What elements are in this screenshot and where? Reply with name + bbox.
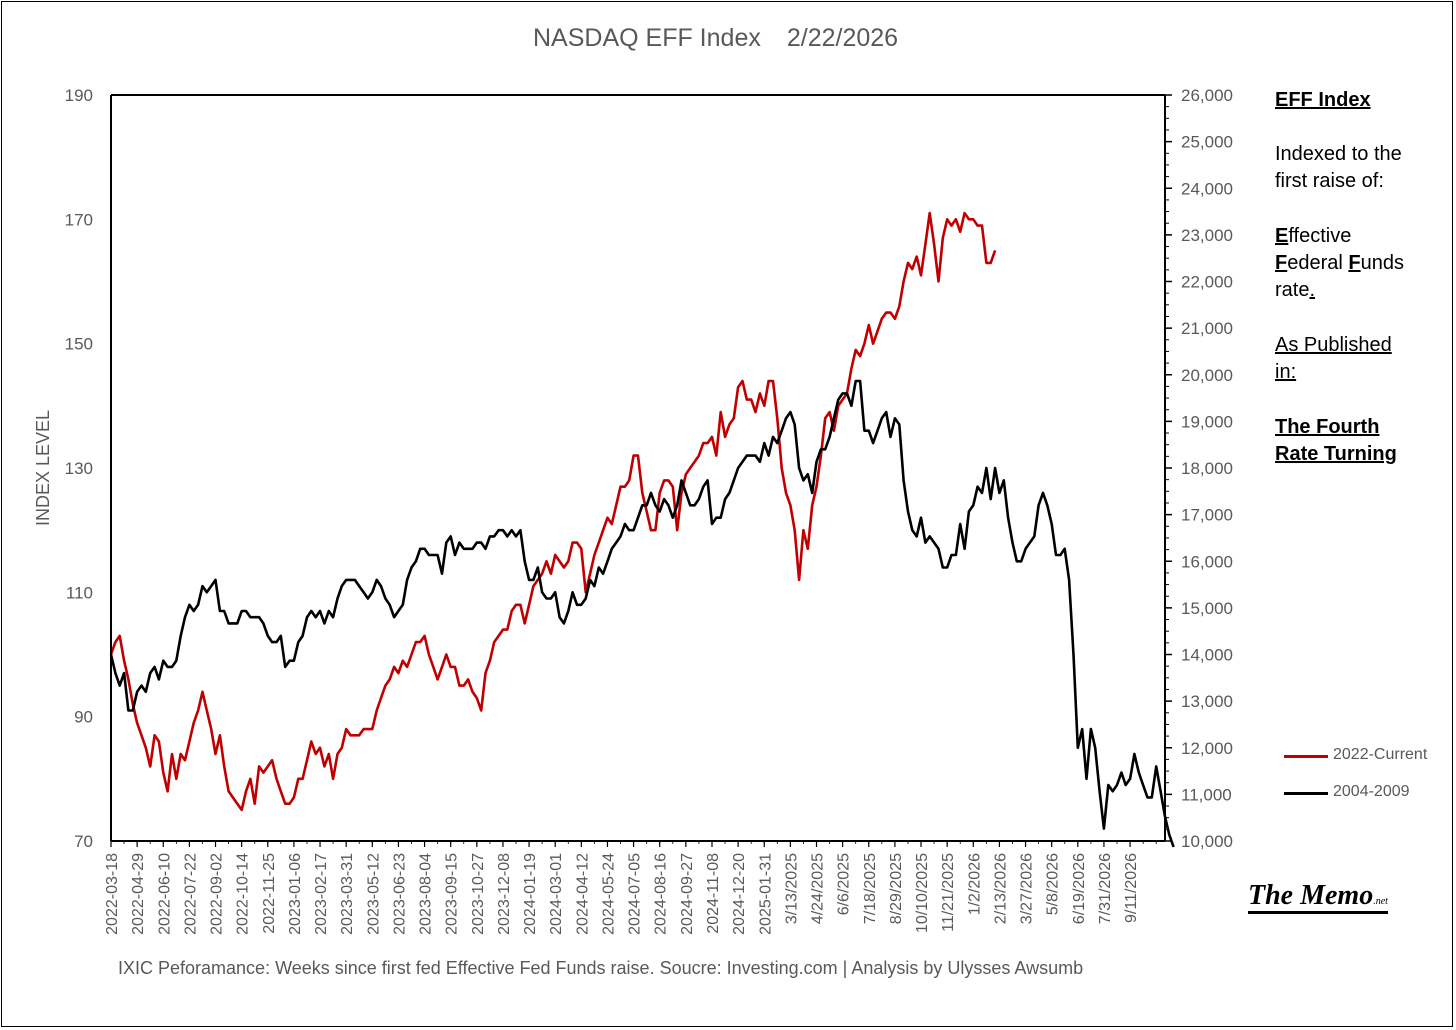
x-tick-label: 2025-01-31 [757, 853, 774, 935]
x-tick-label: 2023-12-08 [496, 853, 513, 935]
side-published-text: As Published in: [1275, 334, 1392, 383]
x-tick-label: 5/8/2026 [1045, 853, 1062, 915]
legend-item-2004-2009: 2004-2009 [1284, 783, 1454, 803]
x-tick-label: 2023-05-12 [365, 853, 382, 935]
x-tick-label: 7/18/2025 [862, 853, 879, 924]
x-tick-label: 2024-05-24 [600, 853, 617, 935]
x-tick-label: 2024-04-12 [574, 853, 591, 935]
x-tick-label: 2/13/2026 [992, 853, 1009, 924]
side-indexed-text: Indexed to the first raise of: [1275, 143, 1402, 192]
left-tick-label: 70 [74, 832, 93, 851]
x-tick-label: 2023-02-17 [313, 853, 330, 935]
x-tick-label: 2024-07-05 [627, 853, 644, 935]
right-tick-label: 10,000 [1181, 832, 1233, 851]
series-line-red [109, 211, 997, 812]
right-tick-label: 22,000 [1181, 273, 1233, 292]
legend-item-2022-current: 2022-Current [1284, 746, 1454, 766]
x-tick-label: 2023-09-15 [444, 853, 461, 935]
right-tick-label: 23,000 [1181, 226, 1233, 245]
side-eff-definition: Effective Federal Funds rate. [1275, 225, 1404, 301]
chart-title: NASDAQ EFF Index 2/22/2026 [533, 24, 898, 52]
x-tick-label: 2024-09-27 [679, 853, 696, 935]
left-tick-label: 170 [65, 210, 93, 229]
side-heading: EFF Index [1275, 89, 1371, 111]
x-tick-label: 9/11/2026 [1123, 853, 1140, 923]
right-tick-label: 13,000 [1181, 692, 1233, 711]
legend-swatch-red [1284, 755, 1328, 758]
x-tick-label: 2024-03-01 [548, 853, 565, 935]
series-layer [109, 211, 1175, 848]
right-tick-label: 18,000 [1181, 459, 1233, 478]
right-tick-label: 19,000 [1181, 412, 1233, 431]
x-tick-label: 2023-03-31 [339, 853, 356, 935]
x-tick-label: 1/2/2026 [966, 853, 983, 915]
left-tick-label: 130 [65, 459, 93, 478]
x-tick-label: 4/24/2025 [810, 853, 827, 924]
right-tick-label: 12,000 [1181, 739, 1233, 758]
right-tick-label: 11,000 [1181, 785, 1232, 804]
right-tick-label: 14,000 [1181, 646, 1233, 665]
side-book-title: The Fourth Rate Turning [1275, 416, 1397, 465]
x-tick-label: 2022-07-22 [182, 853, 199, 935]
legend-swatch-black [1284, 792, 1328, 795]
x-tick-label: 2023-06-23 [391, 853, 408, 935]
left-tick-label: 190 [65, 86, 93, 105]
x-axis-ticks: 2022-03-18 2022-04-29 2022-06-10 2022-07-22… [104, 841, 1157, 935]
x-tick-label: 10/10/2025 [914, 853, 931, 933]
x-tick-label: 11/21/2025 [940, 853, 957, 932]
footer-caption: IXIC Peforamance: Weeks since first fed … [118, 958, 1084, 978]
right-tick-label: 26,000 [1181, 86, 1233, 105]
logo-underline [1248, 911, 1388, 914]
right-tick-label: 17,000 [1181, 506, 1233, 525]
the-memo-logo: The Memo.net [1248, 880, 1388, 911]
right-tick-label: 25,000 [1181, 133, 1233, 152]
x-tick-label: 2024-01-19 [522, 853, 539, 935]
x-tick-label: 2023-01-06 [287, 853, 304, 935]
x-tick-label: 2024-11-08 [705, 853, 722, 934]
left-axis-ticks: 190 170 150 130 110 90 70 [65, 86, 93, 851]
x-tick-label: 2024-12-20 [731, 853, 748, 935]
left-tick-label: 110 [66, 583, 93, 602]
right-axis-ticks: 26,000 25,000 24,000 23,000 22,000 21,000 20,0… [1165, 86, 1233, 851]
x-tick-label: 2022-03-18 [104, 853, 121, 935]
x-tick-label: 2024-08-16 [653, 853, 670, 935]
right-tick-label: 15,000 [1181, 599, 1233, 618]
series-line-black [109, 379, 1175, 848]
chart-title-text: NASDAQ EFF Index [533, 24, 761, 52]
left-tick-label: 90 [74, 708, 93, 727]
right-tick-label: 21,000 [1181, 319, 1233, 338]
x-tick-label: 2022-11-25 [261, 853, 278, 934]
chart-date: 2/22/2026 [787, 24, 898, 52]
y-axis-label: INDEX LEVEL [33, 410, 53, 526]
axes-layer [110, 94, 1166, 842]
x-tick-label: 6/19/2026 [1071, 853, 1088, 924]
x-tick-label: 8/29/2025 [888, 853, 905, 924]
x-tick-label: 2023-10-27 [470, 853, 487, 935]
right-tick-label: 16,000 [1181, 552, 1233, 571]
right-tick-label: 24,000 [1181, 179, 1233, 198]
x-tick-label: 2022-06-10 [156, 853, 173, 935]
x-tick-label: 2022-04-29 [130, 853, 147, 935]
x-tick-label: 2022-09-02 [209, 853, 226, 935]
x-tick-label: 3/27/2026 [1019, 853, 1036, 924]
x-tick-label: 3/13/2025 [783, 853, 800, 924]
x-tick-label: 6/6/2025 [836, 853, 853, 915]
x-tick-label: 7/31/2026 [1097, 853, 1114, 924]
right-tick-label: 20,000 [1181, 366, 1233, 385]
x-tick-label: 2023-08-04 [418, 853, 435, 935]
x-tick-label: 2022-10-14 [235, 853, 252, 935]
left-tick-label: 150 [65, 335, 93, 354]
